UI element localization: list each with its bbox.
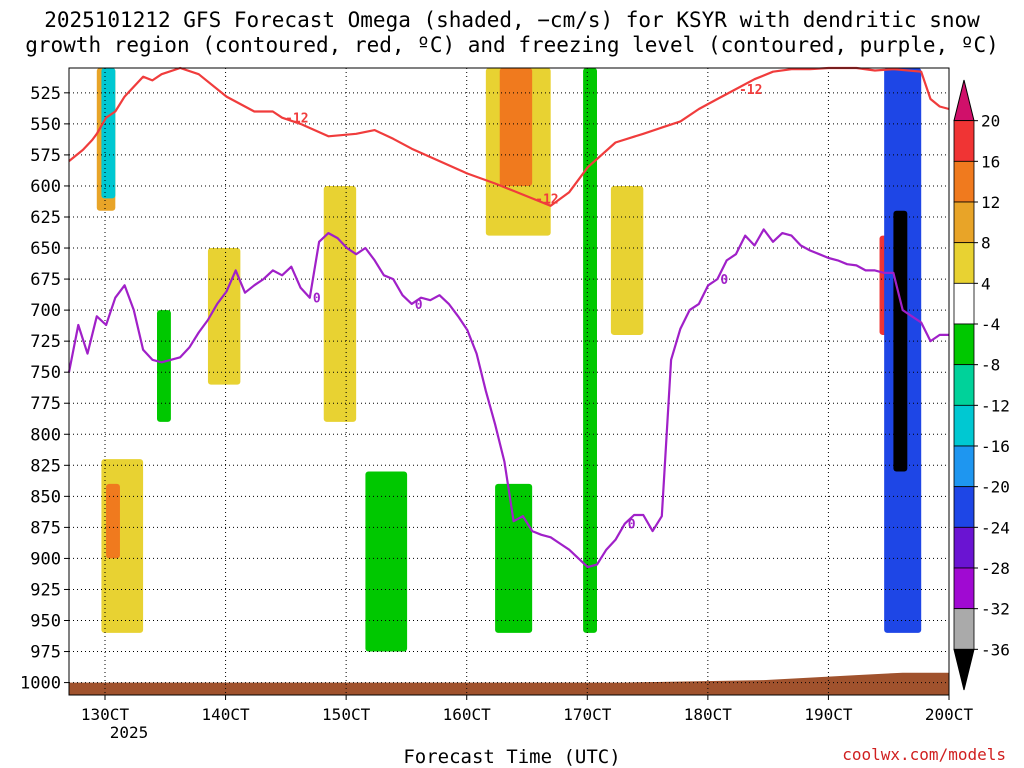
y-tick-label: 725	[30, 332, 61, 352]
colorbar-arrow-top	[953, 79, 975, 122]
x-tick-label: 160CT	[443, 705, 492, 724]
contour-label: -12	[739, 83, 762, 98]
contour-label: 0	[720, 273, 728, 288]
y-tick-label: 750	[30, 363, 61, 383]
colorbar-bin	[953, 242, 975, 284]
contour-label: 0	[313, 292, 321, 307]
colorbar-bin	[953, 282, 975, 325]
colorbar-label: -20	[981, 478, 1010, 497]
chart-title-line1: 2025101212 GFS Forecast Omega (shaded, −…	[44, 8, 980, 32]
terrain-area	[69, 672, 949, 695]
x-year-label: 2025	[110, 723, 149, 742]
colorbar-label: -4	[981, 315, 1000, 334]
colorbar: 20 16 12 8 4 -4 -8 -12 -16 -20 -24 -28 -32 -36	[953, 79, 1010, 691]
y-tick-label: 925	[30, 580, 61, 600]
omega-shade-1	[101, 68, 116, 199]
x-tick-label: 200CT	[925, 705, 974, 724]
colorbar-bin	[953, 120, 975, 162]
dendritic-contour-line	[68, 66, 950, 207]
colorbar-label: -28	[981, 559, 1010, 578]
colorbar-label: -32	[981, 600, 1010, 619]
colorbar-bin	[953, 608, 975, 650]
y-tick-label: 550	[30, 115, 61, 135]
colorbar-label: 16	[981, 152, 1000, 171]
colorbar-bin	[953, 445, 975, 488]
colorbar-label: -12	[981, 396, 1010, 415]
y-tick-label: 800	[30, 425, 61, 445]
x-axis-title: Forecast Time (UTC)	[403, 746, 621, 768]
colorbar-bin	[953, 323, 975, 366]
omega-shade-4	[157, 310, 171, 422]
colorbar-label: 12	[981, 193, 1000, 212]
colorbar-label: 4	[981, 274, 991, 293]
y-tick-label: 900	[30, 549, 61, 569]
y-tick-label: 525	[30, 84, 61, 104]
chart-title-line2: growth region (contoured, red, ºC) and f…	[25, 33, 999, 57]
contour-label: -12	[285, 112, 308, 127]
omega-shade-6	[323, 185, 357, 422]
colorbar-bin	[953, 201, 975, 244]
y-tick-label: 650	[30, 239, 61, 259]
omega-shade-9	[499, 68, 533, 186]
plot-frame	[68, 67, 950, 696]
y-tick-label: 850	[30, 487, 61, 507]
contour-label: 0	[415, 298, 423, 313]
colorbar-bin	[953, 526, 975, 569]
contour-label: -12	[535, 192, 558, 207]
colorbar-label: -8	[981, 356, 1000, 375]
terrain-fill	[69, 672, 949, 695]
x-tick-label: 170CT	[563, 705, 612, 724]
x-tick-label: 130CT	[81, 705, 130, 724]
site-credit[interactable]: coolwx.com/models	[842, 745, 1006, 764]
colorbar-bin	[953, 364, 975, 406]
colorbar-bin	[953, 486, 975, 528]
contour-label: 0	[628, 518, 636, 533]
freezing-level-contour-line	[67, 228, 949, 569]
y-tick-label: 625	[30, 208, 61, 228]
omega-shade-15	[893, 210, 908, 472]
colorbar-label: -24	[981, 518, 1010, 537]
colorbar-label: 20	[981, 112, 1000, 131]
axes: 525 550 575 600 625 650 675 700 725 750 775 800 825 8…	[20, 67, 974, 742]
omega-shade-11	[583, 68, 597, 633]
x-tick-label: 180CT	[684, 705, 733, 724]
x-tick-label: 150CT	[322, 705, 371, 724]
colorbar-arrow-bottom	[953, 648, 975, 691]
omega-shade-3	[106, 483, 120, 559]
colorbar-label: 8	[981, 234, 991, 253]
y-tick-label: 775	[30, 394, 61, 414]
y-tick-label: 675	[30, 270, 61, 290]
y-tick-label: 1000	[20, 674, 61, 694]
y-tick-label: 600	[30, 177, 61, 197]
y-tick-label: 825	[30, 456, 61, 476]
y-tick-label: 950	[30, 612, 61, 632]
y-tick-label: 975	[30, 643, 61, 663]
x-tick-label: 140CT	[201, 705, 250, 724]
y-tick-label: 575	[30, 146, 61, 166]
x-tick-label: 190CT	[804, 705, 853, 724]
y-tick-label: 875	[30, 518, 61, 538]
y-tick-label: 700	[30, 301, 61, 321]
colorbar-bin	[953, 404, 975, 447]
colorbar-label: -16	[981, 437, 1010, 456]
omega-shade-7	[365, 471, 408, 652]
omega-shade-12	[610, 185, 644, 335]
colorbar-bin	[953, 567, 975, 610]
colorbar-label: -36	[981, 640, 1010, 659]
colorbar-bin	[953, 160, 975, 203]
contour-lines: -12 -12 -12 0 0 0 0	[67, 66, 950, 569]
omega-shade-5	[207, 248, 241, 385]
